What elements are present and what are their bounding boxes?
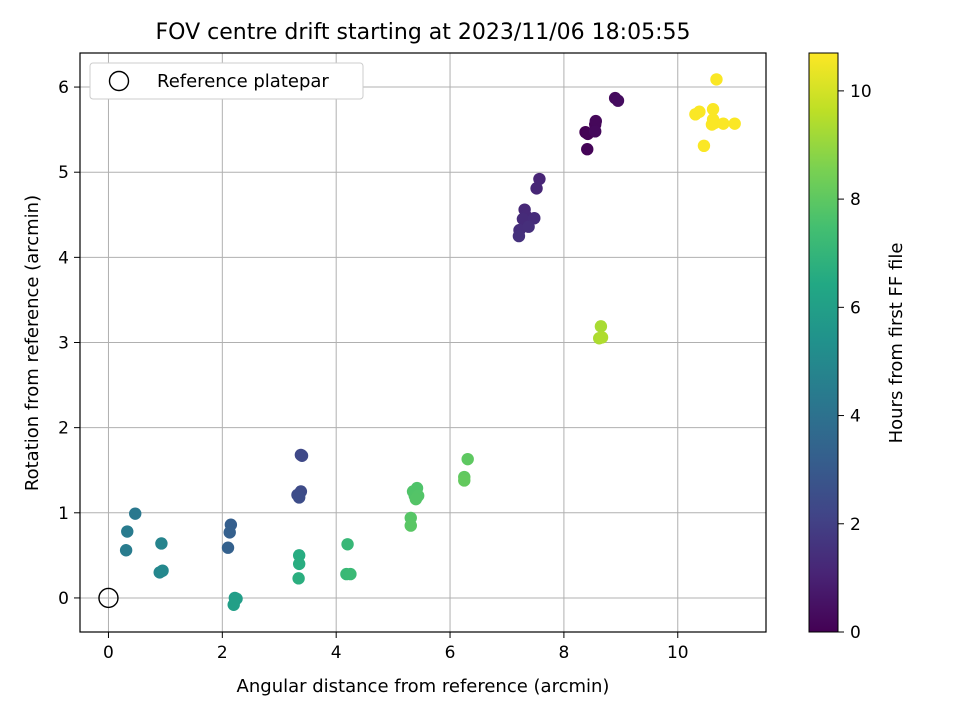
data-point (595, 331, 609, 344)
grid-lines (80, 53, 766, 632)
data-point (341, 538, 354, 551)
colorbar-label: Hours from first FF file (886, 243, 907, 444)
data-point (530, 182, 543, 195)
data-point (292, 572, 305, 585)
data-point (292, 557, 306, 571)
data-point (728, 117, 741, 130)
data-point (292, 491, 306, 504)
data-point (156, 564, 169, 577)
chart-title: FOV centre drift starting at 2023/11/06 … (156, 20, 691, 45)
data-point (119, 544, 133, 557)
y-tick-label: 3 (58, 334, 69, 354)
x-tick-label: 10 (667, 643, 689, 663)
data-point (589, 114, 602, 128)
x-tick-label: 4 (331, 643, 342, 663)
colorbar-tick-label: 8 (850, 190, 861, 210)
y-tick-label: 4 (58, 248, 69, 268)
data-point (589, 125, 602, 138)
colorbar-tick-label: 4 (850, 407, 861, 427)
data-point (717, 117, 730, 130)
reference-platepar-marker (98, 587, 119, 609)
data-point (594, 320, 608, 333)
x-tick-label: 0 (103, 643, 114, 663)
data-point (129, 507, 142, 520)
colorbar-ticks: 0 2 4 6 8 10 (838, 82, 872, 643)
data-point (512, 229, 526, 243)
x-tick-label: 8 (558, 643, 569, 663)
colorbar: 0 2 4 6 8 10 Hours from first FF file (808, 52, 907, 643)
data-point (689, 108, 702, 121)
x-tick-label: 2 (217, 643, 228, 663)
colorbar-tick-label: 6 (850, 298, 861, 318)
x-axis-label: Angular distance from reference (arcmin) (237, 676, 610, 697)
legend-label-reference-platepar: Reference platepar (157, 71, 329, 92)
data-point (458, 474, 471, 487)
x-tick-label: 6 (445, 643, 456, 663)
data-point (706, 102, 720, 116)
data-points (119, 73, 741, 611)
colorbar-gradient (808, 52, 839, 633)
data-point (581, 143, 594, 156)
y-axis-ticks: 0 1 2 3 4 5 6 (58, 78, 80, 609)
data-point (295, 449, 309, 462)
legend: Reference platepar (89, 62, 364, 100)
data-point (705, 118, 719, 131)
colorbar-tick-label: 2 (850, 515, 861, 535)
data-point (344, 567, 357, 581)
data-point (404, 519, 417, 532)
reference-marker (98, 587, 119, 609)
colorbar-tick-label: 10 (850, 82, 872, 102)
y-tick-label: 0 (58, 589, 69, 609)
data-point (292, 549, 306, 562)
data-point (611, 94, 625, 107)
data-point (155, 537, 168, 550)
y-axis-label: Rotation from reference (arcmin) (22, 195, 43, 491)
legend-reference-marker (108, 70, 130, 92)
data-point (533, 172, 546, 186)
data-point (221, 541, 235, 554)
data-point (461, 452, 474, 466)
data-point (121, 525, 134, 538)
legend-box (89, 62, 364, 100)
data-point (223, 526, 236, 539)
y-tick-label: 6 (58, 78, 69, 98)
y-tick-label: 1 (58, 504, 69, 524)
data-point (522, 220, 535, 233)
x-axis-ticks: 0 2 4 6 8 10 (103, 632, 689, 663)
colorbar-tick-label: 0 (850, 623, 861, 643)
data-point (710, 73, 723, 86)
data-point (697, 139, 711, 153)
y-tick-label: 5 (58, 163, 69, 183)
data-point (227, 598, 240, 611)
y-tick-label: 2 (58, 419, 69, 439)
data-point (409, 492, 423, 506)
